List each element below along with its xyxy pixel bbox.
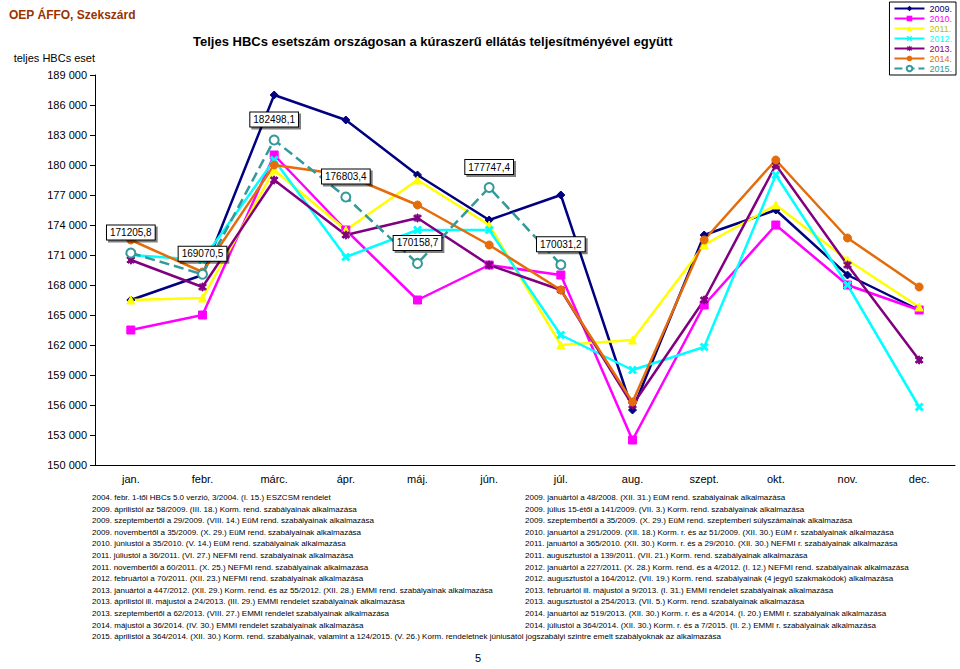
html-text:2012. augusztustól a 164/2012.: 2012. augusztustól a 164/2012. (VII. 19.… xyxy=(525,574,894,584)
svg-text:169070,5: 169070,5 xyxy=(182,248,224,259)
svg-text:177 000: 177 000 xyxy=(47,189,87,201)
svg-text:márc.: márc. xyxy=(260,473,288,485)
html-text:2009. július 15-étől a 141/200: 2009. július 15-étől a 141/2009. (VII. 3… xyxy=(525,504,805,514)
svg-text:jún.: jún. xyxy=(479,473,498,485)
html-text:2014. januártól az 519/2013. (: 2014. januártól az 519/2013. (XII. 30.) … xyxy=(525,608,887,618)
svg-text:2015.: 2015. xyxy=(929,64,952,74)
html-text:2009. áprilistól az 58/2009. (: 2009. áprilistól az 58/2009. (III. 18.) … xyxy=(92,504,357,514)
html-text:2013. januártól a 447/2012. (X: 2013. januártól a 447/2012. (XII. 29.) K… xyxy=(92,585,493,595)
svg-text:2011.: 2011. xyxy=(929,24,951,34)
svg-text:dec.: dec. xyxy=(909,473,930,485)
svg-text:máj.: máj. xyxy=(407,473,428,485)
svg-text:febr.: febr. xyxy=(192,473,213,485)
svg-text:189 000: 189 000 xyxy=(47,69,87,81)
html-text:2010. januártól a 291/2009. (X: 2010. januártól a 291/2009. (XII. 18.) K… xyxy=(525,527,894,537)
svg-text:171205,8: 171205,8 xyxy=(110,227,152,238)
html-text:2009. szeptembertől a 29/2009.: 2009. szeptembertől a 29/2009. (VIII. 14… xyxy=(92,516,374,526)
svg-text:170158,7: 170158,7 xyxy=(397,237,439,248)
svg-text:176803,4: 176803,4 xyxy=(325,171,367,182)
svg-text:szept.: szept. xyxy=(689,473,718,485)
html-text:2009. januártól a 48/2008. (XI: 2009. januártól a 48/2008. (XII. 31.) Eü… xyxy=(525,493,786,502)
svg-text:153 000: 153 000 xyxy=(47,429,87,441)
html-text:2011. januártól a 365/2010. (X: 2011. januártól a 365/2010. (XII. 30.) K… xyxy=(525,539,898,549)
html-text:5: 5 xyxy=(475,652,482,664)
svg-text:2012.: 2012. xyxy=(929,34,952,44)
html-text:2012. januártól a 227/2011. (X: 2012. januártól a 227/2011. (X. 28.) Kor… xyxy=(525,562,909,572)
html-text:2009. szeptembertől a 35/2009.: 2009. szeptembertől a 35/2009. (X. 29.) … xyxy=(525,516,853,526)
svg-text:2010.: 2010. xyxy=(929,14,952,24)
svg-text:159 000: 159 000 xyxy=(47,369,87,381)
svg-text:2009.: 2009. xyxy=(929,4,952,14)
svg-text:2013.: 2013. xyxy=(929,44,952,54)
svg-text:183 000: 183 000 xyxy=(47,129,87,141)
svg-text:182498,1: 182498,1 xyxy=(253,114,295,125)
svg-text:júl.: júl. xyxy=(553,473,568,485)
svg-text:okt.: okt. xyxy=(767,473,785,485)
svg-text:156 000: 156 000 xyxy=(47,399,87,411)
svg-text:165 000: 165 000 xyxy=(47,309,87,321)
svg-text:Teljes HBCs esetszám országosa: Teljes HBCs esetszám országosan a kúrasz… xyxy=(193,34,673,49)
svg-text:150 000: 150 000 xyxy=(47,459,87,471)
html-text:2013. augusztustól a 254/2013.: 2013. augusztustól a 254/2013. (VII. 5.)… xyxy=(525,597,805,607)
svg-text:171 000: 171 000 xyxy=(47,249,87,261)
svg-text:ápr.: ápr. xyxy=(337,473,355,485)
svg-text:168 000: 168 000 xyxy=(47,279,87,291)
html-text:2014. májustól a 36/2014. (IV.: 2014. májustól a 36/2014. (IV. 30.) EMMI… xyxy=(92,620,364,630)
svg-text:170031,2: 170031,2 xyxy=(540,239,582,250)
html-text:2011. novembertől a 60/2011. (: 2011. novembertől a 60/2011. (X. 25.) NE… xyxy=(92,562,369,572)
svg-text:teljes HBCs eset: teljes HBCs eset xyxy=(14,52,95,64)
html-text:2013. áprilistól ill. májustól: 2013. áprilistól ill. májustól a 24/2013… xyxy=(92,597,405,607)
svg-text:aug.: aug. xyxy=(622,473,643,485)
svg-text:177747,4: 177747,4 xyxy=(468,162,510,173)
html-text:2013. februártól ill. májustól: 2013. februártól ill. májustól a 9/2013.… xyxy=(525,585,834,595)
html-text:2010. júniustól a 35/2010. (V.: 2010. júniustól a 35/2010. (V. 14.) EüM … xyxy=(92,539,346,549)
svg-text:162 000: 162 000 xyxy=(47,339,87,351)
svg-text:jan.: jan. xyxy=(121,473,140,485)
svg-text:174 000: 174 000 xyxy=(47,219,87,231)
html-text:2012. februártól a 70/2011. (X: 2012. februártól a 70/2011. (XII. 23.) N… xyxy=(92,574,364,584)
svg-text:OEP ÁFFO, Szekszárd: OEP ÁFFO, Szekszárd xyxy=(9,7,136,22)
svg-text:186 000: 186 000 xyxy=(47,99,87,111)
svg-text:2014.: 2014. xyxy=(929,54,952,64)
html-text:2015. áprilistól a 364/2014. (: 2015. áprilistól a 364/2014. (XII. 30.) … xyxy=(92,632,721,641)
svg-text:180 000: 180 000 xyxy=(47,159,87,171)
html-text:2004. febr. 1-től HBCs 5.0 ver: 2004. febr. 1-től HBCs 5.0 verzió, 3/200… xyxy=(92,493,331,502)
html-text:2009. novembertől a 35/2009. (: 2009. novembertől a 35/2009. (X. 29.) Eü… xyxy=(92,527,361,537)
svg-text:nov.: nov. xyxy=(838,473,858,485)
html-text:2014. júliustól a 364/2014. (X: 2014. júliustól a 364/2014. (XII. 30.) K… xyxy=(525,620,876,630)
html-text:2011. júliustól a 36/2011. (VI: 2011. júliustól a 36/2011. (VI. 27.) NEF… xyxy=(92,551,354,560)
html-text:2011. augusztustól a 139/2011.: 2011. augusztustól a 139/2011. (VII. 21.… xyxy=(525,551,808,560)
html-text:2013. szeptembertől a 62/2013.: 2013. szeptembertől a 62/2013. (VIII. 27… xyxy=(92,608,389,618)
